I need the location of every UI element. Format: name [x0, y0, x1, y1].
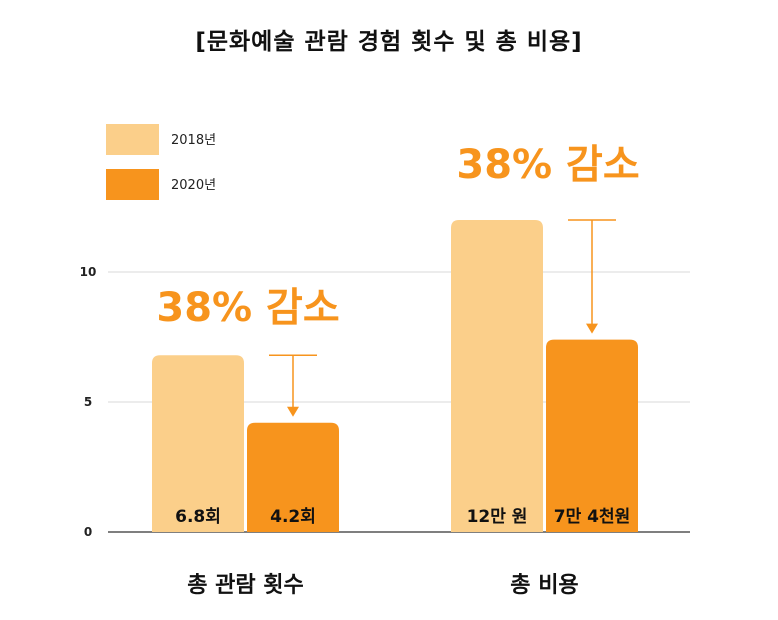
chart-title: [문화예술 관람 경험 횟수 및 총 비용]: [195, 29, 583, 55]
value-label-0-1: 4.2회: [270, 507, 316, 527]
arrow-head-0: [287, 406, 299, 417]
category-label-1: 총 비용: [510, 573, 578, 598]
value-label-0-0: 6.8회: [175, 507, 221, 527]
legend-label-1: 2020년: [171, 178, 216, 193]
value-label-1-1: 7만 4천원: [554, 507, 631, 527]
annotation-1: 38% 감소: [456, 142, 639, 188]
annotation-0: 38% 감소: [156, 285, 339, 331]
bar-0-0: [152, 355, 244, 532]
arrow-head-1: [586, 323, 598, 334]
y-tick-10: 10: [80, 265, 97, 279]
legend-swatch-0: [106, 124, 159, 155]
legend-swatch-1: [106, 169, 159, 200]
y-tick-5: 5: [84, 395, 92, 409]
bar-1-1: [546, 339, 638, 532]
bar-1-0: [451, 220, 543, 532]
value-label-1-0: 12만 원: [467, 507, 528, 527]
category-label-0: 총 관람 횟수: [187, 573, 304, 598]
bar-0-1: [247, 422, 339, 532]
legend-label-0: 2018년: [171, 133, 216, 148]
y-tick-0: 0: [84, 525, 92, 539]
